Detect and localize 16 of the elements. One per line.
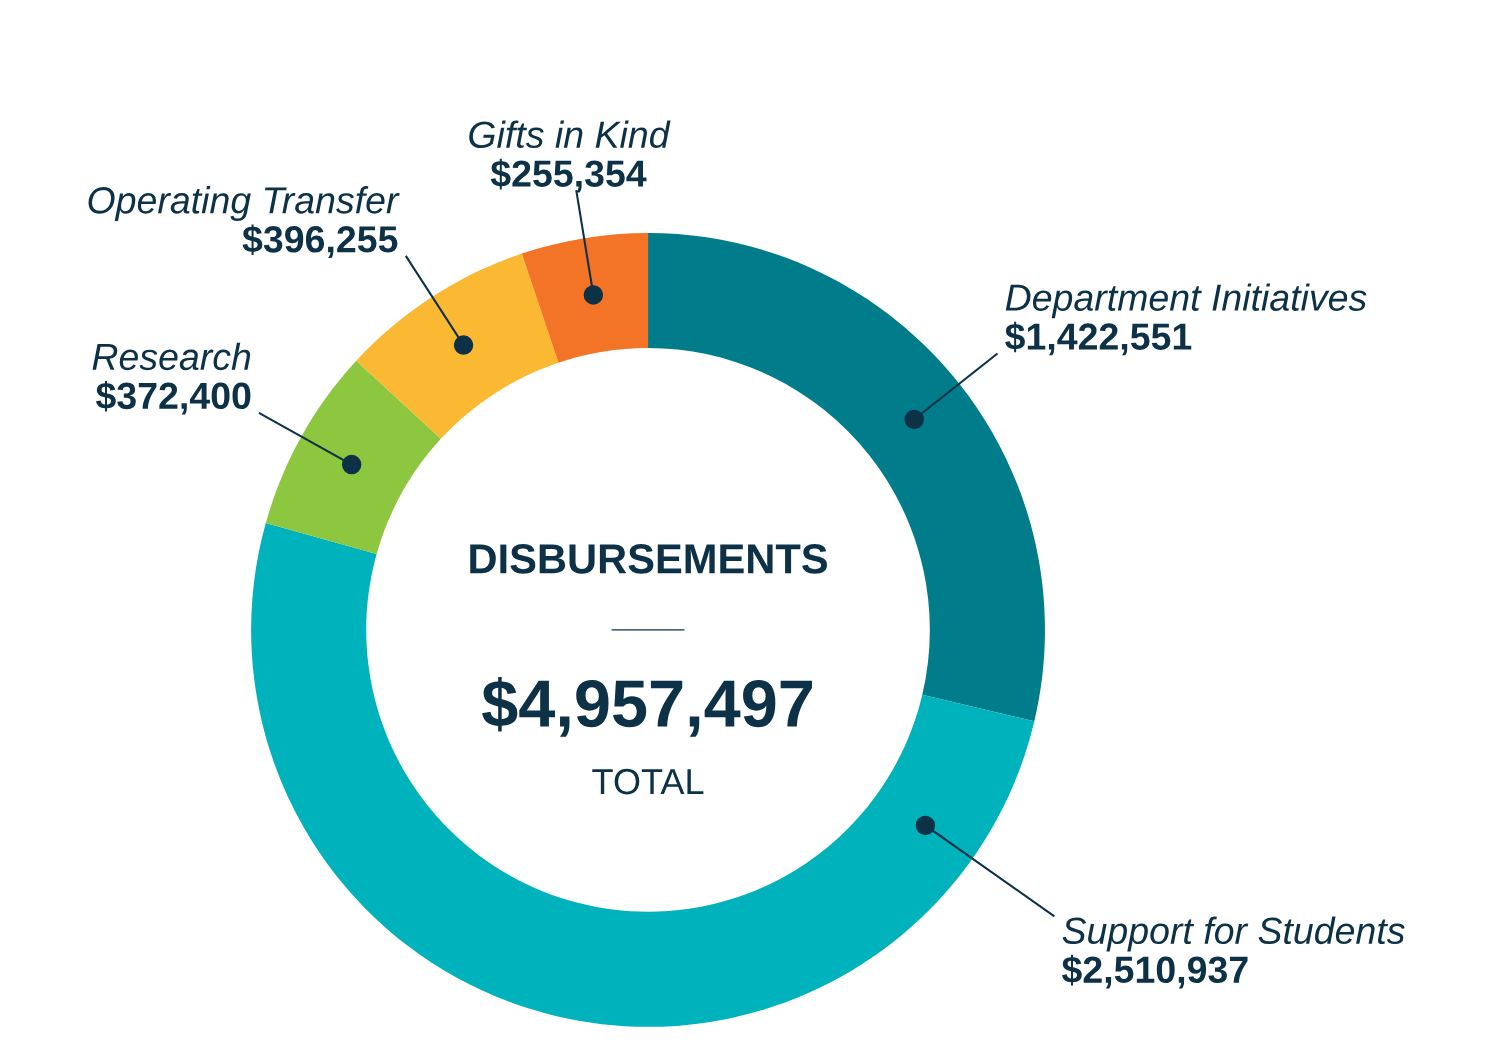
data-label: $1,422,551: [1005, 321, 1192, 356]
slice-label: Support for Students: [1062, 916, 1405, 952]
text: $4,957,497: [482, 677, 812, 737]
donut-slice: [521, 233, 649, 363]
data-label: $396,255: [242, 224, 398, 259]
data-label: $255,354: [490, 158, 647, 193]
slice-label: Gifts in Kind: [469, 120, 671, 149]
donut-slice: [265, 360, 441, 554]
data-label: $2,510,937: [1061, 954, 1248, 989]
text: TOTAL: [592, 768, 704, 795]
slice-label: Department Initiatives: [1005, 283, 1367, 319]
donut-slice: [251, 522, 1035, 1027]
slice-label: Operating Transfer: [88, 186, 400, 222]
data-label: $372,400: [95, 380, 251, 415]
text: DISBURSEMENTS: [470, 544, 827, 574]
slice-label: Research: [92, 342, 251, 371]
